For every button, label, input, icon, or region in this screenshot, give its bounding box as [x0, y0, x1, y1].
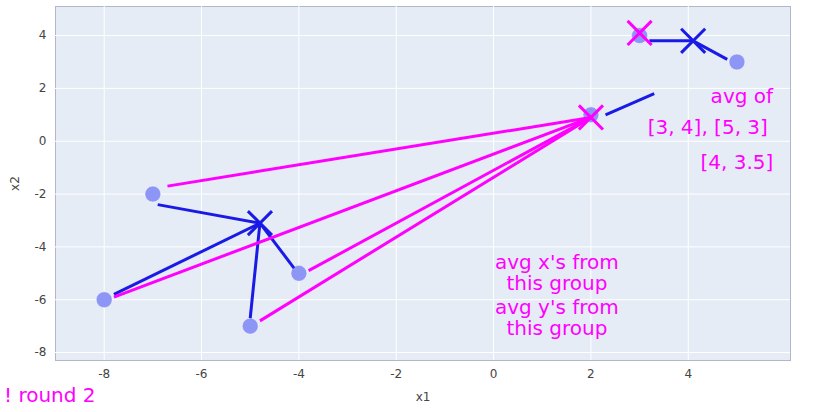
svg-text:0: 0 [39, 134, 47, 148]
svg-text:this group: this group [506, 271, 607, 295]
svg-text:4: 4 [39, 28, 47, 42]
svg-text:-8: -8 [35, 345, 47, 359]
svg-text:4: 4 [684, 367, 692, 381]
svg-text:x2: x2 [8, 176, 22, 191]
svg-text:-6: -6 [35, 293, 47, 307]
svg-text:avg y's from: avg y's from [495, 295, 619, 320]
svg-text:[3, 4], [5, 3]: [3, 4], [5, 3] [648, 115, 768, 139]
html-text:! round 2: ! round 2 [4, 383, 96, 407]
svg-text:2: 2 [587, 367, 595, 381]
svg-text:-2: -2 [390, 367, 402, 381]
svg-text:-4: -4 [35, 240, 47, 254]
svg-text:x1: x1 [416, 390, 431, 404]
svg-text:-2: -2 [35, 187, 47, 201]
svg-text:[4, 3.5]: [4, 3.5] [701, 150, 774, 174]
svg-text:-4: -4 [293, 367, 305, 381]
svg-text:0: 0 [490, 367, 498, 381]
svg-text:-8: -8 [98, 367, 110, 381]
svg-text:avg of: avg of [711, 84, 774, 108]
svg-text:this group: this group [506, 316, 607, 340]
svg-text:-6: -6 [196, 367, 208, 381]
svg-text:avg x's from: avg x's from [495, 250, 619, 275]
svg-text:2: 2 [39, 81, 47, 95]
